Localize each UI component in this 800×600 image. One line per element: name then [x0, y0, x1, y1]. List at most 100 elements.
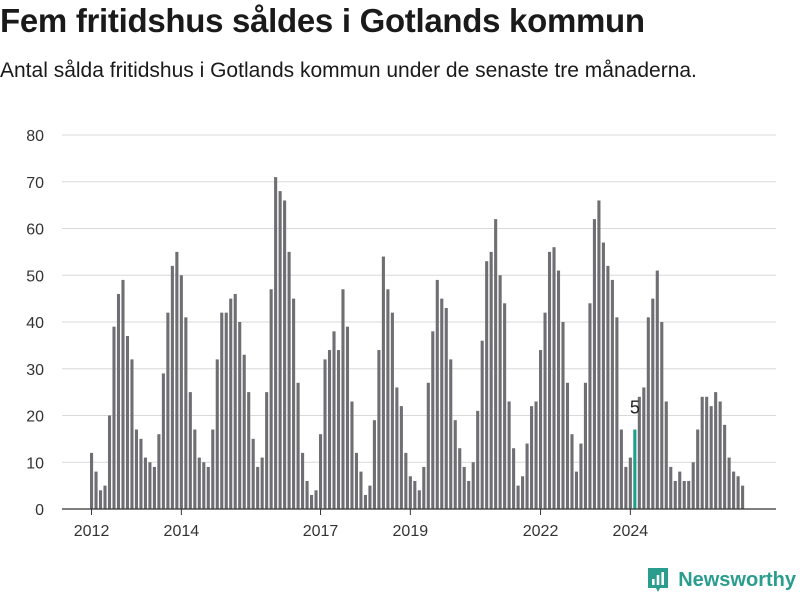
bar: [498, 275, 502, 509]
brand-name: Newsworthy: [678, 568, 796, 591]
bar-latest: [633, 429, 637, 509]
bar: [90, 452, 94, 509]
bar: [139, 438, 143, 509]
bar: [98, 490, 103, 509]
bar: [332, 331, 336, 509]
x-tick-label: 2022: [523, 523, 559, 540]
bar: [687, 480, 691, 509]
bar: [345, 326, 350, 509]
bar: [619, 429, 623, 509]
bar: [705, 396, 709, 509]
y-tick-label: 20: [26, 409, 44, 426]
bar: [283, 200, 287, 509]
bar: [422, 466, 426, 509]
x-tick-label: 2024: [613, 523, 649, 540]
bar: [278, 191, 282, 509]
bar: [395, 387, 399, 509]
bar: [660, 322, 664, 509]
bar: [444, 307, 448, 509]
bar-chart: 0 10 20 30 40 50 60 70 80 2012 2014 2017 2019 2022 202…: [26, 128, 776, 540]
bar: [615, 317, 619, 509]
bar: [323, 359, 327, 509]
bar: [256, 466, 260, 509]
bar: [125, 336, 130, 509]
bar: [453, 420, 457, 509]
bar: [269, 289, 273, 509]
bar: [588, 303, 592, 509]
bar: [363, 494, 367, 509]
bar: [741, 485, 745, 509]
latest-value-label: 5: [630, 398, 640, 418]
bar: [354, 452, 359, 509]
bar: [238, 322, 242, 509]
bar: [530, 406, 534, 509]
bar: [561, 322, 565, 509]
bar: [489, 251, 493, 509]
bar: [372, 420, 376, 509]
bar: [359, 471, 363, 509]
bar: [503, 303, 507, 509]
bar: [651, 298, 655, 509]
bar: [736, 476, 740, 509]
bar: [336, 350, 341, 509]
bar: [476, 410, 480, 509]
bar: [327, 350, 332, 509]
bar: [480, 340, 484, 509]
bar: [718, 401, 722, 509]
x-tick-label: 2017: [303, 523, 339, 540]
bar: [678, 471, 682, 509]
bar: [435, 279, 439, 509]
bar: [458, 448, 462, 509]
bar: [386, 289, 390, 509]
bar: [601, 242, 605, 509]
bar: [188, 392, 192, 509]
bar: [220, 312, 224, 509]
bar: [161, 373, 165, 509]
bar: [408, 476, 412, 509]
bar: [381, 256, 385, 509]
bar: [116, 293, 121, 509]
x-tick-label: 2012: [74, 523, 110, 540]
bar: [431, 331, 435, 509]
bar: [310, 494, 314, 509]
bar: [417, 490, 421, 509]
bar: [184, 317, 188, 509]
bar: [296, 382, 300, 509]
bar: [350, 401, 354, 509]
bar: [565, 382, 570, 509]
bar: [148, 462, 152, 509]
bar: [673, 480, 677, 509]
bar: [229, 298, 233, 509]
bar: [202, 462, 206, 509]
bar: [314, 490, 318, 509]
bar: [377, 350, 381, 509]
bar: [368, 485, 372, 509]
bar: [714, 392, 718, 509]
bar: [318, 434, 323, 509]
y-tick-label: 40: [26, 315, 44, 332]
bar: [700, 396, 704, 509]
bar: [224, 312, 228, 509]
bar: [664, 401, 668, 509]
bar: [606, 265, 610, 509]
y-tick-label: 30: [26, 362, 44, 379]
bar: [669, 466, 673, 509]
bar: [260, 457, 264, 509]
bar: [462, 466, 466, 509]
bar: [709, 406, 713, 509]
bar: [103, 485, 107, 509]
chart-subtitle: Antal sålda fritidshus i Gotlands kommun…: [0, 59, 697, 82]
bar: [449, 359, 453, 509]
bar: [426, 382, 430, 509]
bar: [274, 177, 278, 509]
bar-chart-logo-icon: [648, 568, 669, 592]
y-tick-label: 70: [26, 175, 44, 192]
bar: [637, 396, 641, 509]
bar: [211, 429, 215, 509]
bar: [301, 452, 305, 509]
bar: [732, 471, 736, 509]
bar: [525, 443, 529, 509]
bar: [610, 279, 614, 509]
bar: [197, 457, 201, 509]
bar: [521, 476, 525, 509]
